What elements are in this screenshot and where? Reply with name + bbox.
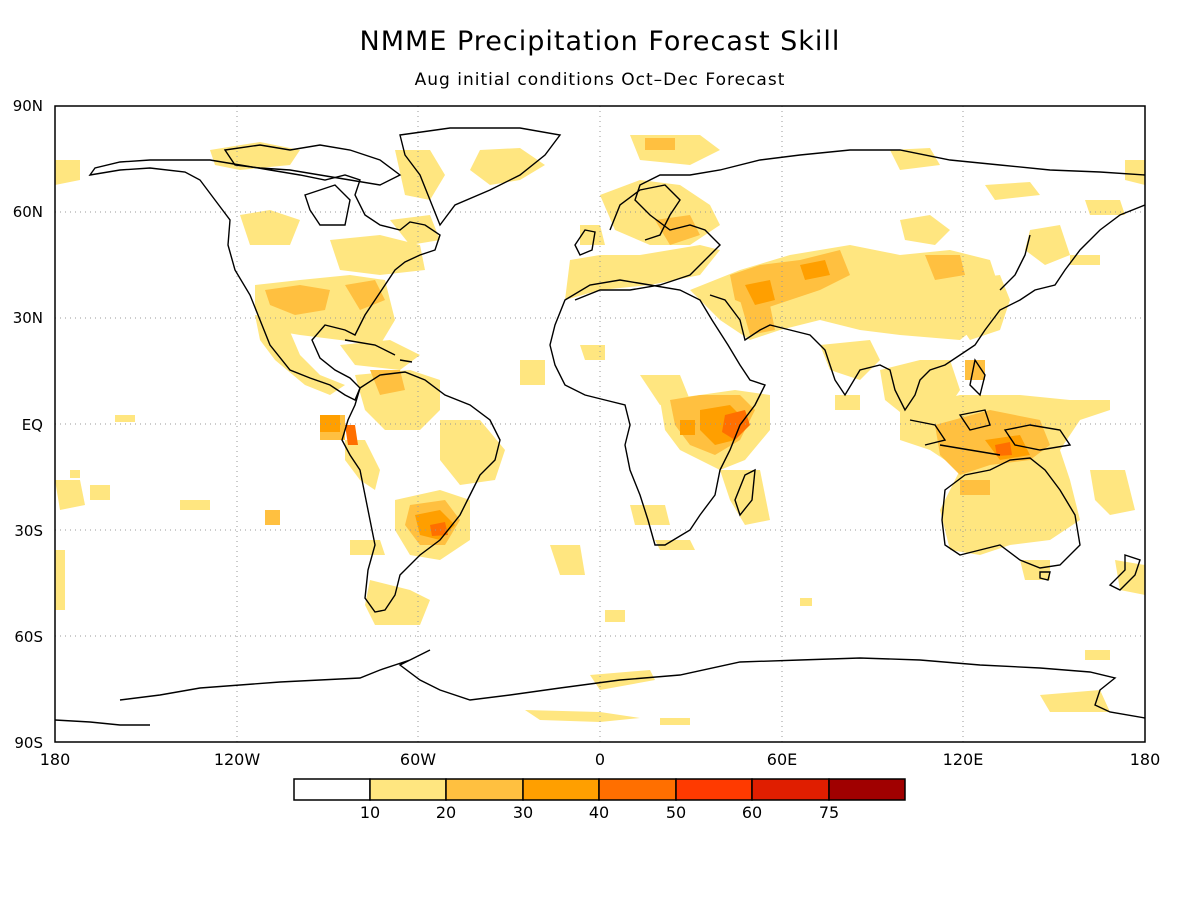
- lon-label-60w: 60W: [399, 750, 437, 769]
- lat-label-eq: EQ: [21, 416, 43, 434]
- colorbar-box-6: [751, 778, 830, 801]
- colorbar-label-10: 10: [359, 803, 381, 822]
- lon-label-120e: 120E: [942, 750, 984, 769]
- gridlines: [55, 106, 1145, 742]
- lon-label-180e: 180: [1129, 750, 1161, 769]
- colorbar-box-3: [522, 778, 600, 801]
- colorbar-label-60: 60: [741, 803, 763, 822]
- colorbar: [293, 778, 906, 801]
- lon-label-120w: 120W: [213, 750, 261, 769]
- lon-label-60e: 60E: [766, 750, 798, 769]
- lat-label-60s: 60S: [14, 628, 43, 646]
- lon-label-0: 0: [594, 750, 606, 769]
- map-title: NMME Precipitation Forecast Skill: [359, 26, 841, 57]
- colorbar-box-0: [293, 778, 371, 801]
- colorbar-label-40: 40: [588, 803, 610, 822]
- map-border: [54, 105, 1146, 743]
- colorbar-box-4: [598, 778, 677, 801]
- lat-label-90s: 90S: [14, 734, 43, 752]
- lon-label-180w: 180: [39, 750, 71, 769]
- coastlines: [55, 127, 1145, 726]
- colorbar-box-5: [675, 778, 753, 801]
- lat-label-30s: 30S: [14, 522, 43, 540]
- colorbar-label-50: 50: [665, 803, 687, 822]
- colorbar-label-30: 30: [512, 803, 534, 822]
- lat-label-60n: 60N: [12, 203, 43, 221]
- colorbar-box-1: [369, 778, 447, 801]
- colorbar-box-7: [828, 778, 906, 801]
- colorbar-label-75: 75: [818, 803, 840, 822]
- colorbar-box-2: [445, 778, 524, 801]
- lat-label-30n: 30N: [12, 309, 43, 327]
- lat-label-90n: 90N: [12, 97, 43, 115]
- colorbar-label-20: 20: [435, 803, 457, 822]
- map-subtitle: Aug initial conditions Oct–Dec Forecast: [414, 70, 786, 90]
